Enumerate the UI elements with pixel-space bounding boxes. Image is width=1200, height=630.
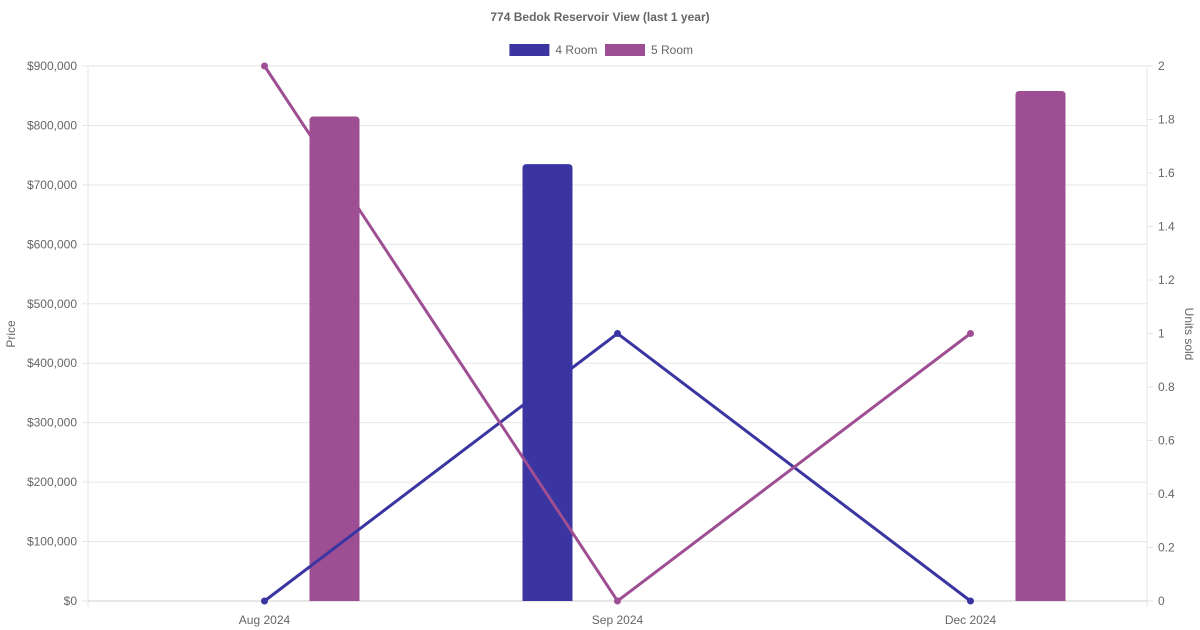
legend-item[interactable]: 4 Room bbox=[509, 43, 597, 57]
price-bar[interactable] bbox=[309, 116, 360, 602]
left-tick-label: $900,000 bbox=[27, 59, 77, 73]
price-bars bbox=[309, 90, 1066, 602]
left-tick-label: $200,000 bbox=[27, 475, 77, 489]
left-tick-label: $600,000 bbox=[27, 237, 77, 251]
left-tick-label: $400,000 bbox=[27, 356, 77, 370]
legend[interactable]: 4 Room 5 Room bbox=[509, 43, 693, 57]
right-tick-label: 1 bbox=[1158, 327, 1165, 341]
right-tick-label: 2 bbox=[1158, 59, 1165, 73]
left-tick-label: $700,000 bbox=[27, 178, 77, 192]
right-y-axis: 0 0.2 0.4 0.6 0.8 1 1.2 1.4 1.6 1.8 2 bbox=[1147, 59, 1175, 608]
units-point[interactable] bbox=[261, 62, 268, 70]
legend-swatch bbox=[605, 44, 645, 56]
right-tick-label: 1.2 bbox=[1158, 273, 1175, 287]
left-axis-title: Price bbox=[4, 320, 18, 348]
right-tick-label: 0.8 bbox=[1158, 380, 1175, 394]
units-lines bbox=[261, 62, 974, 605]
right-axis-title: Units sold bbox=[1182, 308, 1196, 361]
left-y-axis: $0 $100,000 $200,000 $300,000 $400,000 $500,0… bbox=[27, 59, 88, 608]
units-point[interactable] bbox=[967, 597, 974, 605]
units-point[interactable] bbox=[967, 330, 974, 337]
units-point[interactable] bbox=[261, 597, 268, 605]
right-tick-label: 0.6 bbox=[1158, 434, 1175, 448]
right-tick-label: 0.4 bbox=[1158, 487, 1175, 501]
units-point[interactable] bbox=[614, 330, 621, 337]
left-tick-label: $500,000 bbox=[27, 297, 77, 311]
x-tick-label: Aug 2024 bbox=[239, 613, 291, 627]
legend-label: 4 Room bbox=[555, 43, 597, 57]
x-axis: Aug 2024 Sep 2024 Dec 2024 bbox=[88, 600, 1147, 627]
right-tick-label: 0.2 bbox=[1158, 541, 1175, 555]
grid-lines bbox=[87, 65, 1148, 607]
units-point[interactable] bbox=[614, 597, 621, 605]
price-bar[interactable] bbox=[1015, 90, 1066, 601]
price-bar[interactable] bbox=[522, 164, 573, 602]
x-tick-label: Sep 2024 bbox=[592, 613, 644, 627]
legend-label: 5 Room bbox=[651, 43, 693, 57]
chart-title: 774 Bedok Reservoir View (last 1 year) bbox=[490, 10, 709, 24]
right-tick-label: 1.8 bbox=[1158, 113, 1175, 127]
x-tick-label: Dec 2024 bbox=[945, 613, 997, 627]
left-tick-label: $0 bbox=[64, 594, 78, 608]
legend-swatch bbox=[509, 44, 550, 56]
left-tick-label: $100,000 bbox=[27, 535, 77, 549]
right-tick-label: 0 bbox=[1158, 594, 1165, 608]
right-tick-label: 1.4 bbox=[1158, 220, 1175, 234]
right-tick-label: 1.6 bbox=[1158, 166, 1175, 180]
left-tick-label: $300,000 bbox=[27, 416, 77, 430]
units-line bbox=[263, 331, 972, 603]
left-tick-label: $800,000 bbox=[27, 118, 77, 132]
legend-item[interactable]: 5 Room bbox=[605, 43, 693, 57]
